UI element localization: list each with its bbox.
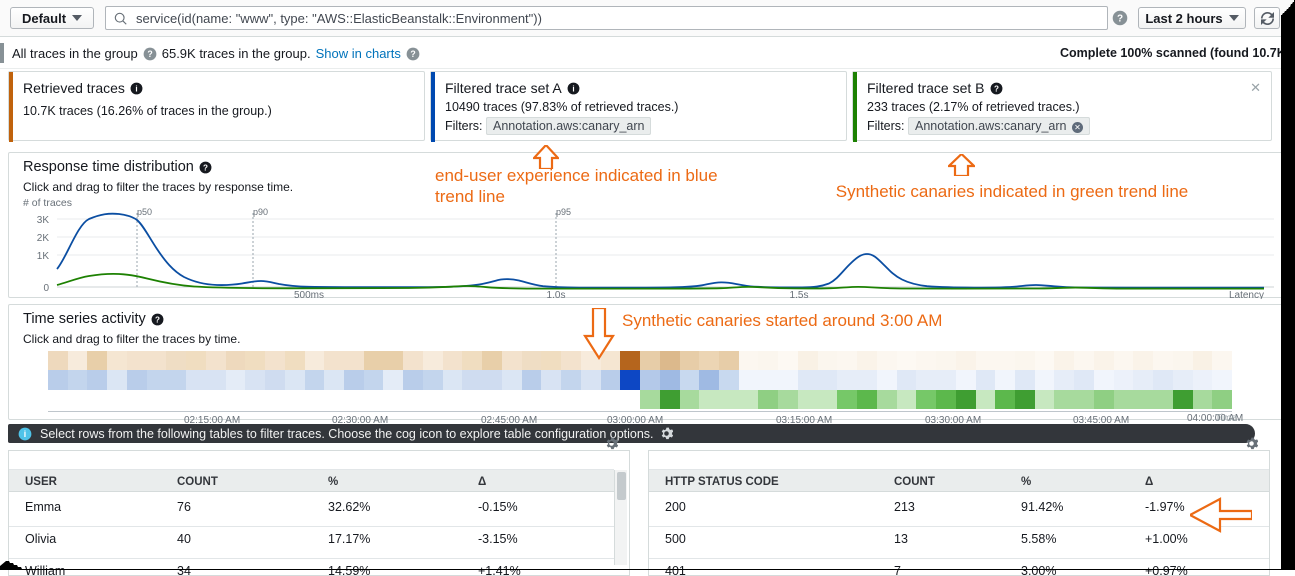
svg-text:500ms: 500ms xyxy=(294,290,324,299)
svg-text:p50: p50 xyxy=(137,207,152,217)
svg-text:1.0s: 1.0s xyxy=(547,290,566,299)
svg-text:i: i xyxy=(135,84,137,93)
svg-text:3K: 3K xyxy=(37,215,50,226)
svg-text:?: ? xyxy=(147,49,152,59)
svg-text:?: ? xyxy=(410,49,415,59)
svg-text:i: i xyxy=(572,84,574,93)
svg-text:?: ? xyxy=(994,84,999,93)
svg-text:p90: p90 xyxy=(253,207,268,217)
svg-text:Latency: Latency xyxy=(1229,290,1264,299)
svg-text:1.5s: 1.5s xyxy=(790,290,809,299)
svg-text:0: 0 xyxy=(43,283,49,294)
svg-text:?: ? xyxy=(155,315,160,324)
svg-text:p95: p95 xyxy=(556,207,571,217)
svg-text:?: ? xyxy=(203,163,208,172)
svg-text:i: i xyxy=(24,429,26,439)
svg-text:1K: 1K xyxy=(37,251,50,262)
svg-text:?: ? xyxy=(1117,14,1123,25)
svg-text:2K: 2K xyxy=(37,233,50,244)
